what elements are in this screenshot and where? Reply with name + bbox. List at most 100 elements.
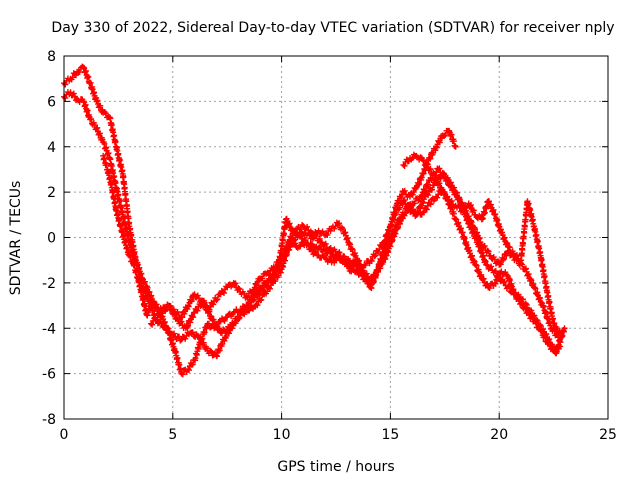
y-tick-label: 8: [47, 49, 56, 65]
trace-segment: [316, 252, 327, 261]
trace-segment: [264, 265, 275, 278]
trace-segment: [446, 129, 459, 150]
trace-segment: [310, 231, 323, 244]
data-point: [561, 325, 568, 332]
data-point: [191, 291, 198, 298]
x-tick-label: 15: [381, 427, 399, 443]
y-tick-label: -6: [42, 367, 56, 383]
trace-segment: [522, 265, 537, 289]
trace-segment: [218, 283, 230, 297]
y-tick-label: -2: [42, 276, 56, 292]
x-axis-label: GPS time / hours: [277, 459, 394, 475]
trace-segment: [484, 262, 497, 276]
trace-segment: [375, 239, 386, 255]
data-point: [557, 332, 564, 339]
trace-segment: [401, 156, 412, 169]
trace-segment: [292, 221, 306, 236]
data-point: [452, 143, 459, 150]
trace-segment: [512, 252, 523, 265]
trace-segment: [492, 268, 506, 285]
trace-segment: [410, 195, 423, 207]
trace-segment: [171, 330, 184, 344]
trace-segment: [244, 288, 256, 301]
trace-segment: [113, 208, 124, 230]
axis-ticks: 0 5 10 15 20 25 -8 -6 -4 -2 0 2 4 6 8: [42, 49, 617, 443]
trace-segment: [459, 229, 472, 253]
data-point: [426, 200, 433, 207]
y-tick-label: 6: [47, 94, 56, 110]
x-tick-label: 0: [60, 427, 69, 443]
trace-segment: [524, 200, 537, 230]
trace-segment: [196, 334, 210, 352]
trace-segment: [209, 316, 223, 335]
trace-segment: [81, 99, 93, 121]
trace-segment: [107, 115, 119, 150]
trace-segment: [81, 65, 93, 87]
trace-segment: [496, 249, 511, 268]
trace-segment: [319, 239, 332, 253]
trace-segment: [126, 241, 139, 264]
trace-segment: [420, 158, 432, 174]
trace-segment: [100, 139, 113, 161]
y-axis-label: SDTVAR / TECUs: [8, 181, 24, 296]
trace-segment: [172, 348, 185, 375]
trace-segment: [472, 261, 485, 280]
trace-segment: [68, 70, 79, 83]
y-tick-label: 2: [47, 185, 56, 201]
trace-segment: [540, 303, 554, 332]
trace-segment: [531, 284, 546, 308]
trace-segment: [449, 185, 463, 203]
trace-segment: [518, 199, 531, 264]
data-point: [487, 252, 494, 259]
data-series-group: [61, 63, 568, 378]
trace-segment: [362, 258, 373, 269]
y-tick-label: -4: [42, 321, 56, 337]
trace-segment: [499, 229, 511, 248]
trace-segment: [388, 217, 402, 241]
trace-segment: [107, 156, 119, 191]
trace-segment: [486, 280, 497, 292]
trace-segment: [316, 228, 327, 237]
trace-segment: [146, 289, 158, 312]
trace-segment: [135, 276, 145, 300]
trace-segment: [544, 336, 559, 354]
trace-segment: [225, 281, 236, 290]
trace-segment: [323, 256, 334, 265]
x-tick-label: 5: [168, 427, 177, 443]
trace-segment: [537, 254, 550, 294]
trace-segment: [87, 79, 100, 103]
trace-segment: [327, 244, 340, 258]
trace-segment: [342, 229, 354, 253]
x-tick-label: 25: [599, 427, 617, 443]
trace-segment: [447, 197, 458, 210]
trace-segment: [75, 96, 86, 105]
trace-segment: [370, 257, 385, 284]
trace-segment: [474, 241, 489, 266]
trace-segment: [414, 154, 425, 163]
trace-segment: [427, 145, 439, 162]
data-point: [67, 89, 74, 96]
trace-segment: [505, 243, 517, 257]
trace-segment: [440, 171, 454, 189]
trace-segment: [104, 168, 115, 188]
trace-segment: [536, 321, 550, 339]
trace-segment: [381, 224, 393, 245]
trace-segment: [188, 329, 201, 340]
trace-segment: [527, 307, 541, 325]
trace-segment: [222, 320, 236, 341]
trace-segment: [440, 188, 452, 203]
trace-segment: [466, 222, 480, 246]
trace-segment: [257, 281, 271, 294]
trace-segment: [353, 262, 367, 278]
trace-segment: [231, 280, 243, 294]
trace-segment: [479, 275, 491, 289]
x-tick-label: 10: [273, 427, 291, 443]
grid-lines: [64, 56, 608, 419]
trace-segment: [394, 200, 406, 213]
trace-segment: [387, 209, 400, 229]
trace-segment: [420, 199, 432, 216]
trace-segment: [551, 320, 563, 337]
series-track-d: [100, 152, 568, 360]
trace-segment: [122, 238, 132, 258]
